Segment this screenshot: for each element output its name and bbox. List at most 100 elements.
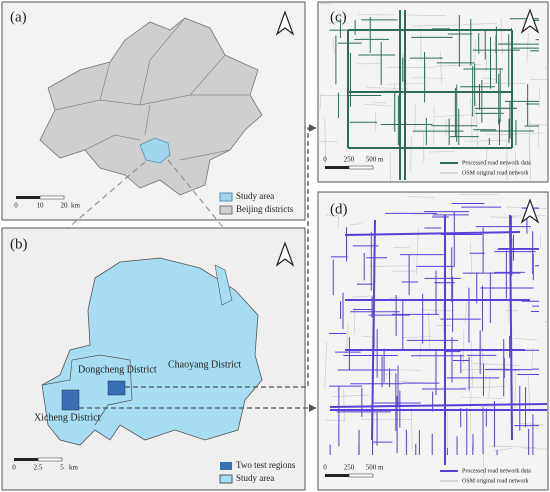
road [500,132,543,135]
scale-label: km [71,202,81,210]
road [513,337,538,341]
study-area [139,137,171,164]
road [488,376,491,398]
road [343,388,345,422]
road [319,93,322,110]
road [401,369,422,371]
road [529,123,547,126]
road [407,195,435,198]
road [411,77,445,79]
road [506,206,539,208]
road [505,310,519,312]
scale-bar [37,457,63,462]
road [325,419,346,421]
road-network [319,3,547,181]
road [481,77,497,80]
scale-label: 250 [344,464,355,472]
scale-label: 500 [366,464,377,472]
scale-bar [39,195,65,200]
road [371,219,376,441]
legend-swatch [219,192,233,202]
road [361,335,373,338]
district-border [41,354,133,426]
north-arrow [520,198,540,224]
road [473,363,521,366]
north-arrow [275,10,295,36]
road [346,322,349,354]
panel-label: (a) [10,9,27,25]
road [319,140,338,143]
legend-label: OSM original road network [462,478,529,484]
road [337,208,340,228]
panel-a: (a) 0 10 20 km Study area Beijing distri… [1,1,306,221]
road [514,369,517,410]
road [365,103,394,107]
road [475,99,478,146]
road [464,302,468,324]
road [331,394,370,397]
study-area [214,264,233,306]
road [332,37,336,54]
road [509,214,513,441]
road [428,312,431,350]
legend-label: Study area [236,191,274,201]
legend-swatch [219,205,233,215]
scale-bar [348,165,374,170]
scale-bar [348,473,374,478]
legend-label: Processed road network data [462,468,531,474]
scale-label: 250 [344,156,355,164]
district-borders [54,17,250,161]
test-region [61,389,80,411]
road [428,150,456,153]
road [470,97,473,142]
district-label: Chaoyang District [168,359,241,370]
panel-b: Dongcheng District Chaoyang District Xic… [1,227,306,491]
road [327,21,342,24]
scale-label: km [69,464,79,472]
panel-label: (d) [330,201,348,217]
road [527,375,531,413]
road [474,38,477,64]
scale-label: m [378,156,384,164]
road [434,64,482,67]
road [324,117,326,164]
road [389,296,400,299]
link-arrow [125,124,317,388]
panel-d: (d) 0 250 500 m Processed road network d… [317,191,549,491]
road [515,151,517,179]
scale-label: 0 [323,464,327,472]
road [401,335,434,339]
road [508,297,510,323]
road [389,150,391,181]
scale-label: 10 [37,202,45,210]
road [400,14,446,17]
road [446,410,449,451]
road [319,3,334,5]
scale-label: m [378,464,384,472]
scale-label: 5 [60,464,64,472]
road [487,445,537,448]
zoom-line [167,159,259,271]
road [387,83,427,85]
road [538,87,541,107]
road [470,243,473,276]
road [324,341,328,391]
road [381,373,392,376]
road [420,309,454,312]
scale-label: 0 [323,156,327,164]
road [434,114,475,117]
road [410,136,412,171]
test-region [107,380,126,396]
legend-label: Beijing districts [236,204,294,214]
legend-label: Two test regions [236,460,296,470]
north-arrow [520,8,540,34]
scale-label: 0 [14,202,18,210]
scale-label: 500 [366,156,377,164]
road [461,396,505,400]
road [463,22,497,25]
road [500,18,503,55]
scale-label: 0 [12,464,16,472]
panel-label: (c) [330,9,347,25]
panel-label: (b) [10,236,28,252]
